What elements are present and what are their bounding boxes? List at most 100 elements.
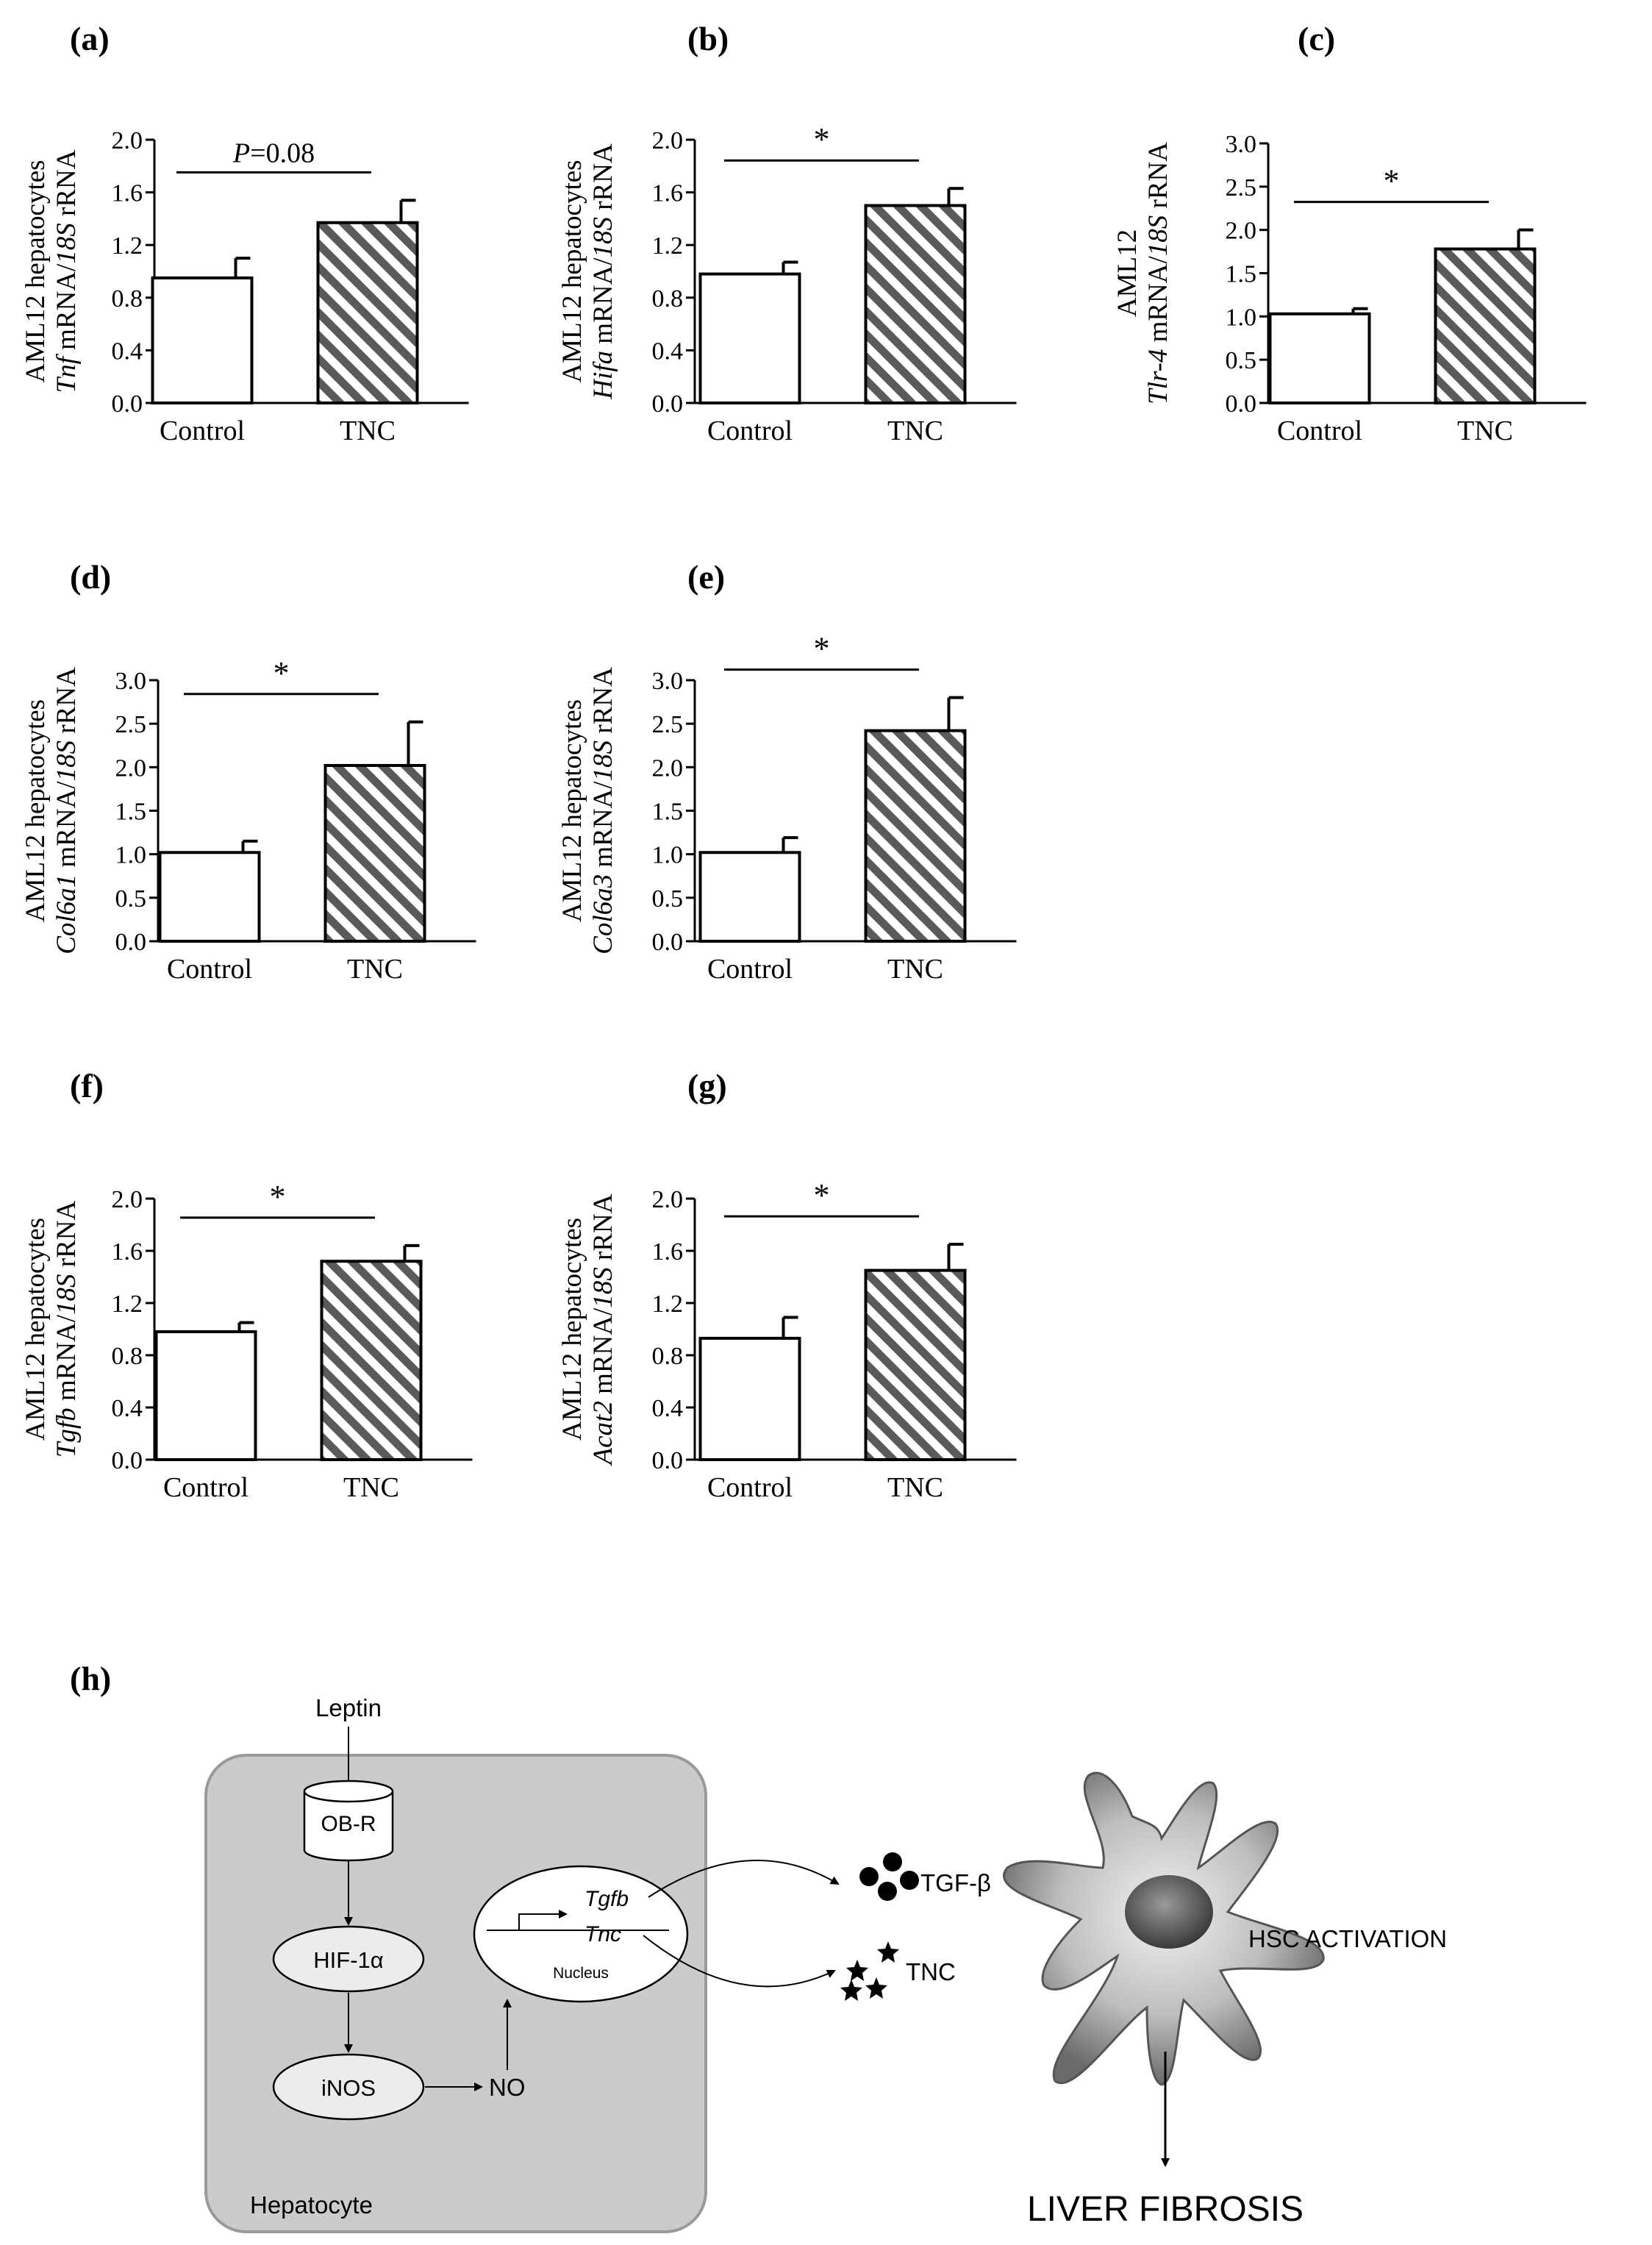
panel-label: (a)	[70, 20, 110, 57]
y-tick-label: 1.5	[652, 799, 684, 826]
y-axis-label-line2: Col6a1 mRNA/18S rRNA	[51, 667, 82, 954]
y-tick-label: 1.0	[652, 842, 684, 869]
y-tick-label: 0.5	[652, 885, 684, 913]
y-tick-label: 0.4	[112, 338, 143, 365]
y-tick-label: 3.0	[115, 668, 147, 695]
x-category-label: TNC	[887, 1472, 943, 1503]
y-tick-label: 3.0	[1226, 131, 1257, 158]
y-tick-label: 2.0	[652, 127, 684, 154]
bar-tnc	[1434, 247, 1537, 405]
y-tick-label: 1.6	[112, 180, 143, 207]
y-label-mid: mRNA/	[588, 257, 618, 351]
y-axis-label-line1: AML12 hepatocytes	[21, 1218, 51, 1441]
y-label-mid: mRNA/	[588, 781, 618, 874]
x-category-label: TNC	[343, 1472, 399, 1503]
y-tick-label: 2.0	[652, 1186, 684, 1213]
x-category-label: Control	[160, 415, 245, 446]
y-tick-label: 0.4	[112, 1395, 143, 1422]
ob-r-receptor: OB-R	[303, 1780, 394, 1862]
y-tick-label: 0.0	[112, 1447, 143, 1474]
y-label-end: rRNA	[51, 149, 82, 223]
chart-f: (f) 0.0 0.4 0.8 1.2 1.6 2.0 AML12 hepatocytes Tg…	[21, 1067, 473, 1503]
y-tick-label: 3.0	[652, 668, 684, 695]
y-tick-label: 0.0	[652, 390, 684, 418]
y-label-end: rRNA	[588, 667, 618, 740]
hif-node	[272, 1925, 425, 1993]
y-label-end: rRNA	[51, 667, 82, 740]
y-tick-label: 1.5	[115, 799, 147, 826]
y-label-end: rRNA	[51, 1200, 82, 1274]
y-tick-label: 2.0	[112, 1186, 143, 1213]
bar-control	[698, 1336, 801, 1462]
y-tick-label: 1.2	[652, 1291, 684, 1318]
bar-tnc	[864, 729, 967, 943]
hsc-nucleus	[1125, 1875, 1213, 1949]
chart-b: (b) 0.0 0.4 0.8 1.2 1.6 2.0 AML12 hepatocytes Hi…	[557, 20, 1017, 446]
y-tick-label: 2.0	[1226, 218, 1257, 245]
y-label-mid: mRNA/	[1143, 255, 1173, 349]
y-label-gene: Col6a3	[588, 874, 618, 954]
hsc-activation-label: HSC ACTIVATION	[1248, 1925, 1447, 1952]
y-tick-label: 0.8	[652, 285, 684, 313]
panel-label: (c)	[1298, 20, 1335, 57]
x-category-label: TNC	[347, 954, 403, 985]
y-axis-label-line1: AML12 hepatocytes	[557, 160, 587, 382]
bar-tnc	[316, 221, 419, 404]
x-category-label: Control	[167, 954, 252, 985]
significance-label: *	[814, 1177, 830, 1213]
x-category-label: TNC	[1457, 415, 1513, 446]
chart-a: (a) 0.0 0.4 0.8 1.2 1.6 2.0 AML12 hepatocytes Tn…	[21, 20, 469, 446]
significance-label: *	[273, 655, 290, 691]
y-label-ref: 18S	[51, 740, 82, 782]
x-category-label: Control	[163, 1472, 248, 1503]
y-tick-label: 0.8	[112, 285, 143, 313]
gene-tnc-label: Tnc	[584, 1922, 621, 1946]
y-tick-label: 0.4	[652, 1395, 684, 1422]
tnc-molecules	[840, 1941, 899, 2001]
tnc-label: TNC	[906, 1958, 956, 1985]
y-axis-label-line2: Tlr-4 mRNA/18S rRNA	[1143, 142, 1173, 404]
y-tick-label: 0.8	[652, 1343, 684, 1370]
y-tick-label: 1.0	[115, 842, 147, 869]
liver-fibrosis-label: LIVER FIBROSIS	[1027, 2190, 1304, 2229]
y-label-mid: mRNA/	[51, 781, 82, 874]
y-tick-label: 2.5	[1226, 174, 1257, 201]
bar-control	[698, 272, 801, 404]
y-tick-label: 0.8	[112, 1343, 143, 1370]
y-label-ref: 18S	[588, 1267, 618, 1308]
bar-tnc	[320, 1260, 423, 1461]
y-axis-label-line1: AML12 hepatocytes	[557, 699, 587, 922]
y-label-gene: Tgfb	[51, 1407, 82, 1457]
panel-label: (f)	[70, 1067, 104, 1104]
y-label-ref: 18S	[588, 217, 618, 258]
significance-label: *	[1384, 163, 1400, 199]
y-tick-label: 0.0	[652, 929, 684, 956]
y-label-mid: mRNA/	[51, 263, 82, 357]
y-tick-label: 1.2	[112, 1291, 143, 1318]
y-tick-label: 0.5	[115, 885, 147, 913]
y-tick-label: 0.4	[652, 338, 684, 365]
tgf-beta-label: TGF-β	[920, 1869, 991, 1896]
chart-g: (g) 0.0 0.4 0.8 1.2 1.6 2.0 AML12 hepatocytes Ac…	[557, 1067, 1017, 1503]
y-label-ref: 18S	[588, 740, 618, 782]
y-tick-label: 2.5	[652, 711, 684, 738]
y-axis-label-line1: AML12 hepatocytes	[21, 699, 51, 922]
y-tick-label: 2.5	[115, 711, 147, 738]
y-tick-label: 1.2	[112, 232, 143, 260]
panel-label: (b)	[687, 20, 729, 57]
y-axis-label-line2: Acat2 mRNA/18S rRNA	[588, 1193, 618, 1466]
bar-tnc	[864, 204, 967, 404]
x-category-label: TNC	[340, 415, 396, 446]
y-axis-label-line2: Tgfb mRNA/18S rRNA	[51, 1200, 82, 1457]
tgf-beta-molecules	[859, 1852, 919, 1901]
hif-label: HIF-1α	[313, 1947, 384, 1973]
significance-label: *	[814, 631, 830, 667]
y-axis-label-line2: Hifa mRNA/18S rRNA	[588, 143, 618, 400]
y-tick-label: 1.6	[652, 1238, 684, 1266]
arrow-tnc-secretion	[643, 1935, 836, 1988]
inos-label: iNOS	[321, 2075, 376, 2101]
y-label-end: rRNA	[1143, 142, 1173, 215]
